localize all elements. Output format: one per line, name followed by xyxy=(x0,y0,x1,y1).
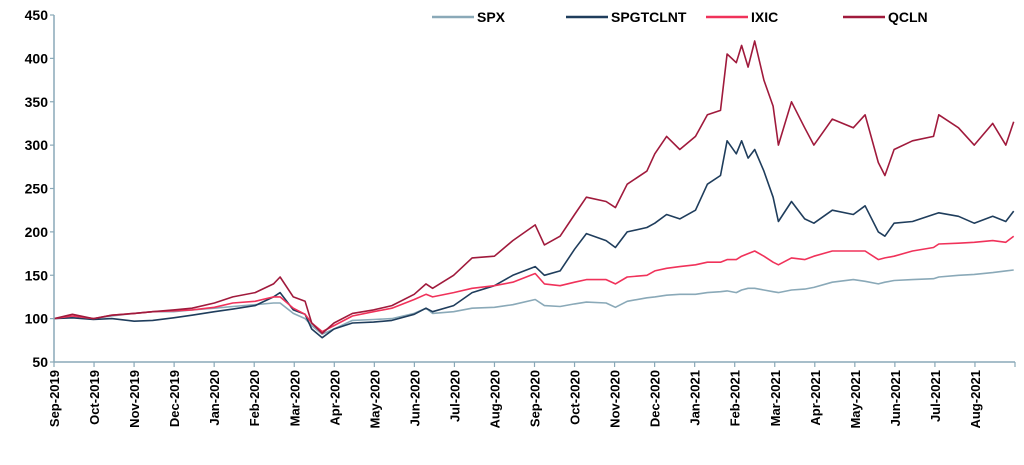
series-line-qcln xyxy=(53,40,1015,335)
x-tick-label: Aug-2021 xyxy=(968,370,983,429)
y-tick-label: 200 xyxy=(25,224,49,240)
legend-item-qcln: QCLN xyxy=(843,9,928,25)
x-tick-label: Apr-2021 xyxy=(808,370,823,426)
y-tick-label: 50 xyxy=(32,354,48,370)
x-tick-label: Nov-2019 xyxy=(127,370,142,428)
y-tick-label: 350 xyxy=(25,94,49,110)
x-tick-label: Oct-2020 xyxy=(568,370,583,425)
y-tick-label: 250 xyxy=(25,181,49,197)
x-tick-label: Mar-2021 xyxy=(768,370,783,426)
x-tick-label: Jul-2020 xyxy=(447,370,462,422)
x-tick-label: Jun-2021 xyxy=(888,370,903,426)
axes-layer: 50 100 150 200 250 300 350 400 450 Sep-2019 Oct-20… xyxy=(25,7,1016,429)
series-layer xyxy=(53,40,1015,339)
legend-item-spx: SPX xyxy=(432,9,506,25)
x-tick-label: Dec-2019 xyxy=(167,370,182,427)
x-tick-label: Mar-2020 xyxy=(287,370,302,426)
x-tick-label: Sep-2019 xyxy=(47,370,62,427)
legend-item-spgtclnt: SPGTCLNT xyxy=(566,9,687,25)
y-tick-label: 450 xyxy=(25,7,49,23)
x-tick-label: Apr-2020 xyxy=(327,370,342,426)
series-line-spgtclnt xyxy=(53,140,1015,339)
legend-label: IXIC xyxy=(751,9,778,25)
x-tick-label: Nov-2020 xyxy=(608,370,623,428)
y-tick-label: 400 xyxy=(25,50,49,66)
y-tick-label: 100 xyxy=(25,311,49,327)
x-tick-label: Jun-2020 xyxy=(407,370,422,426)
x-tick-label: Oct-2019 xyxy=(87,370,102,425)
legend-item-ixic: IXIC xyxy=(706,9,778,25)
series-line-ixic xyxy=(53,235,1015,333)
x-tick-label: Jul-2021 xyxy=(928,370,943,422)
legend-label: QCLN xyxy=(888,9,928,25)
legend: SPX SPGTCLNT IXIC QCLN xyxy=(432,9,928,25)
legend-label: SPGTCLNT xyxy=(611,9,687,25)
x-tick-label: Sep-2020 xyxy=(528,370,543,427)
x-tick-label: Feb-2021 xyxy=(728,370,743,426)
x-tick-label: Jan-2020 xyxy=(207,370,222,426)
x-tick-label: Jan-2021 xyxy=(688,370,703,426)
x-tick-label: Aug-2020 xyxy=(487,370,502,429)
x-tick-label: May-2020 xyxy=(367,370,382,429)
series-line-spx xyxy=(53,269,1014,335)
y-tick-label: 300 xyxy=(25,137,49,153)
x-tick-label: Feb-2020 xyxy=(247,370,262,426)
x-tick-label: Dec-2020 xyxy=(648,370,663,427)
x-tick-label: May-2021 xyxy=(848,370,863,429)
legend-label: SPX xyxy=(477,9,506,25)
y-tick-label: 150 xyxy=(25,267,49,283)
